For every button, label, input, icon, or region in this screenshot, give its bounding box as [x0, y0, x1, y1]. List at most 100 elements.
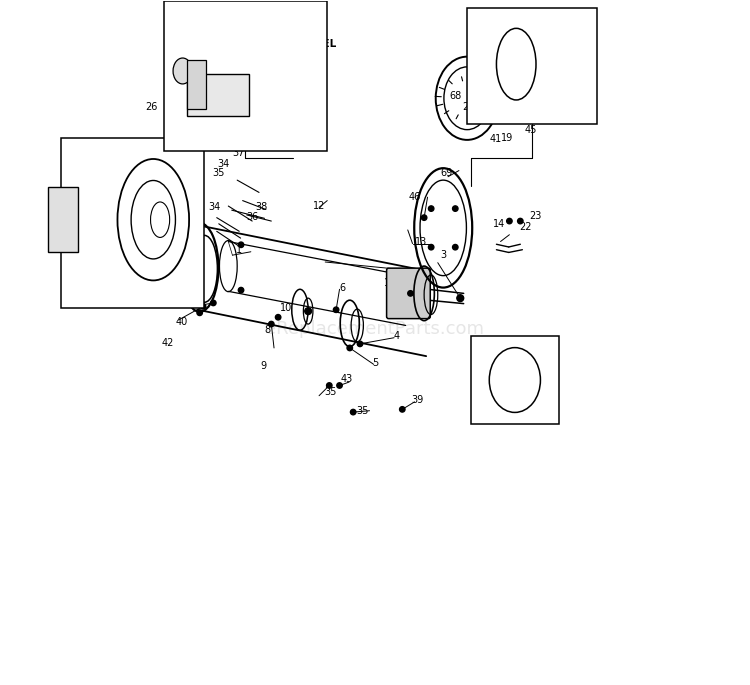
Circle shape — [275, 314, 280, 320]
Text: 11: 11 — [170, 269, 182, 279]
Text: 26: 26 — [172, 121, 184, 130]
Circle shape — [525, 95, 532, 101]
Text: 25: 25 — [469, 79, 482, 90]
Bar — [47, 187, 78, 253]
Text: 26: 26 — [146, 102, 158, 112]
Text: 34: 34 — [217, 159, 229, 169]
Circle shape — [238, 288, 244, 293]
Text: 49: 49 — [268, 60, 280, 70]
Text: 37: 37 — [232, 148, 244, 158]
Text: 69: 69 — [440, 169, 453, 178]
Text: 59: 59 — [129, 277, 140, 286]
Text: 3: 3 — [440, 250, 446, 260]
Text: 32: 32 — [182, 189, 195, 199]
Text: 28: 28 — [236, 92, 248, 102]
FancyBboxPatch shape — [386, 268, 430, 319]
Bar — [188, 60, 206, 109]
Text: 67: 67 — [504, 393, 516, 403]
Circle shape — [197, 219, 202, 225]
Text: 4: 4 — [394, 331, 400, 340]
Circle shape — [136, 270, 140, 274]
Text: 47: 47 — [296, 105, 307, 116]
Circle shape — [357, 341, 363, 347]
Text: 28: 28 — [260, 72, 272, 81]
Text: 12: 12 — [313, 201, 326, 211]
Circle shape — [334, 307, 339, 312]
Text: 41: 41 — [238, 12, 250, 21]
Circle shape — [457, 295, 464, 301]
Circle shape — [428, 206, 434, 211]
Text: 45: 45 — [524, 125, 537, 135]
Circle shape — [535, 95, 540, 101]
Text: 38: 38 — [255, 203, 267, 212]
Circle shape — [155, 242, 161, 247]
Circle shape — [522, 97, 528, 103]
Circle shape — [197, 310, 202, 316]
Text: 6: 6 — [339, 283, 345, 293]
Text: 8: 8 — [264, 325, 270, 335]
Circle shape — [408, 290, 413, 296]
Text: 66: 66 — [484, 358, 497, 368]
Circle shape — [136, 166, 140, 170]
Text: 39: 39 — [411, 395, 424, 405]
Circle shape — [182, 218, 185, 222]
Text: 67: 67 — [509, 336, 520, 346]
Text: 34: 34 — [209, 203, 220, 212]
Text: 23: 23 — [530, 211, 542, 221]
Text: 35: 35 — [212, 169, 224, 178]
Circle shape — [458, 295, 463, 301]
Text: 31: 31 — [188, 179, 200, 188]
Text: 22: 22 — [519, 221, 531, 232]
Text: 10: 10 — [102, 164, 113, 173]
Circle shape — [166, 270, 170, 274]
Circle shape — [560, 61, 566, 68]
Text: 46: 46 — [409, 192, 421, 201]
Text: 35: 35 — [157, 164, 168, 173]
Text: 35: 35 — [325, 386, 337, 397]
Circle shape — [211, 300, 216, 306]
Circle shape — [350, 410, 356, 415]
Circle shape — [166, 166, 170, 170]
Circle shape — [518, 219, 523, 224]
Text: 5: 5 — [372, 358, 378, 368]
Text: 15: 15 — [384, 278, 396, 288]
Text: 66: 66 — [472, 380, 483, 389]
Text: 35: 35 — [217, 142, 229, 151]
Text: 1: 1 — [236, 245, 242, 256]
Circle shape — [422, 215, 427, 221]
Text: 19: 19 — [500, 133, 513, 143]
Bar — [188, 74, 249, 116]
Circle shape — [572, 62, 577, 67]
Bar — [62, 138, 205, 308]
Circle shape — [337, 383, 342, 388]
Circle shape — [155, 288, 161, 293]
Circle shape — [347, 345, 352, 351]
Text: 48: 48 — [178, 144, 190, 153]
Text: 27: 27 — [516, 16, 527, 25]
Text: 2: 2 — [421, 295, 428, 306]
Circle shape — [326, 383, 332, 388]
Text: 50: 50 — [247, 134, 258, 142]
Text: 24: 24 — [462, 102, 475, 112]
Text: 10: 10 — [280, 303, 292, 314]
Circle shape — [304, 308, 311, 314]
Circle shape — [200, 303, 206, 309]
Text: 50: 50 — [256, 70, 268, 80]
Text: 43: 43 — [340, 373, 352, 384]
Bar — [164, 1, 327, 151]
Circle shape — [452, 206, 458, 211]
Text: 41: 41 — [274, 105, 287, 116]
Circle shape — [512, 377, 517, 383]
Text: 36: 36 — [246, 212, 258, 222]
Text: 28: 28 — [172, 114, 184, 123]
Text: 42: 42 — [161, 338, 174, 347]
Text: 35: 35 — [356, 406, 369, 416]
Text: 33: 33 — [175, 199, 187, 208]
Circle shape — [510, 97, 517, 103]
Text: TO FLYWHEEL: TO FLYWHEEL — [256, 39, 337, 49]
Text: eReplacementParts.com: eReplacementParts.com — [266, 320, 484, 338]
Text: 14: 14 — [493, 219, 506, 229]
Circle shape — [268, 321, 274, 327]
Bar — [467, 8, 597, 124]
Bar — [470, 336, 560, 425]
